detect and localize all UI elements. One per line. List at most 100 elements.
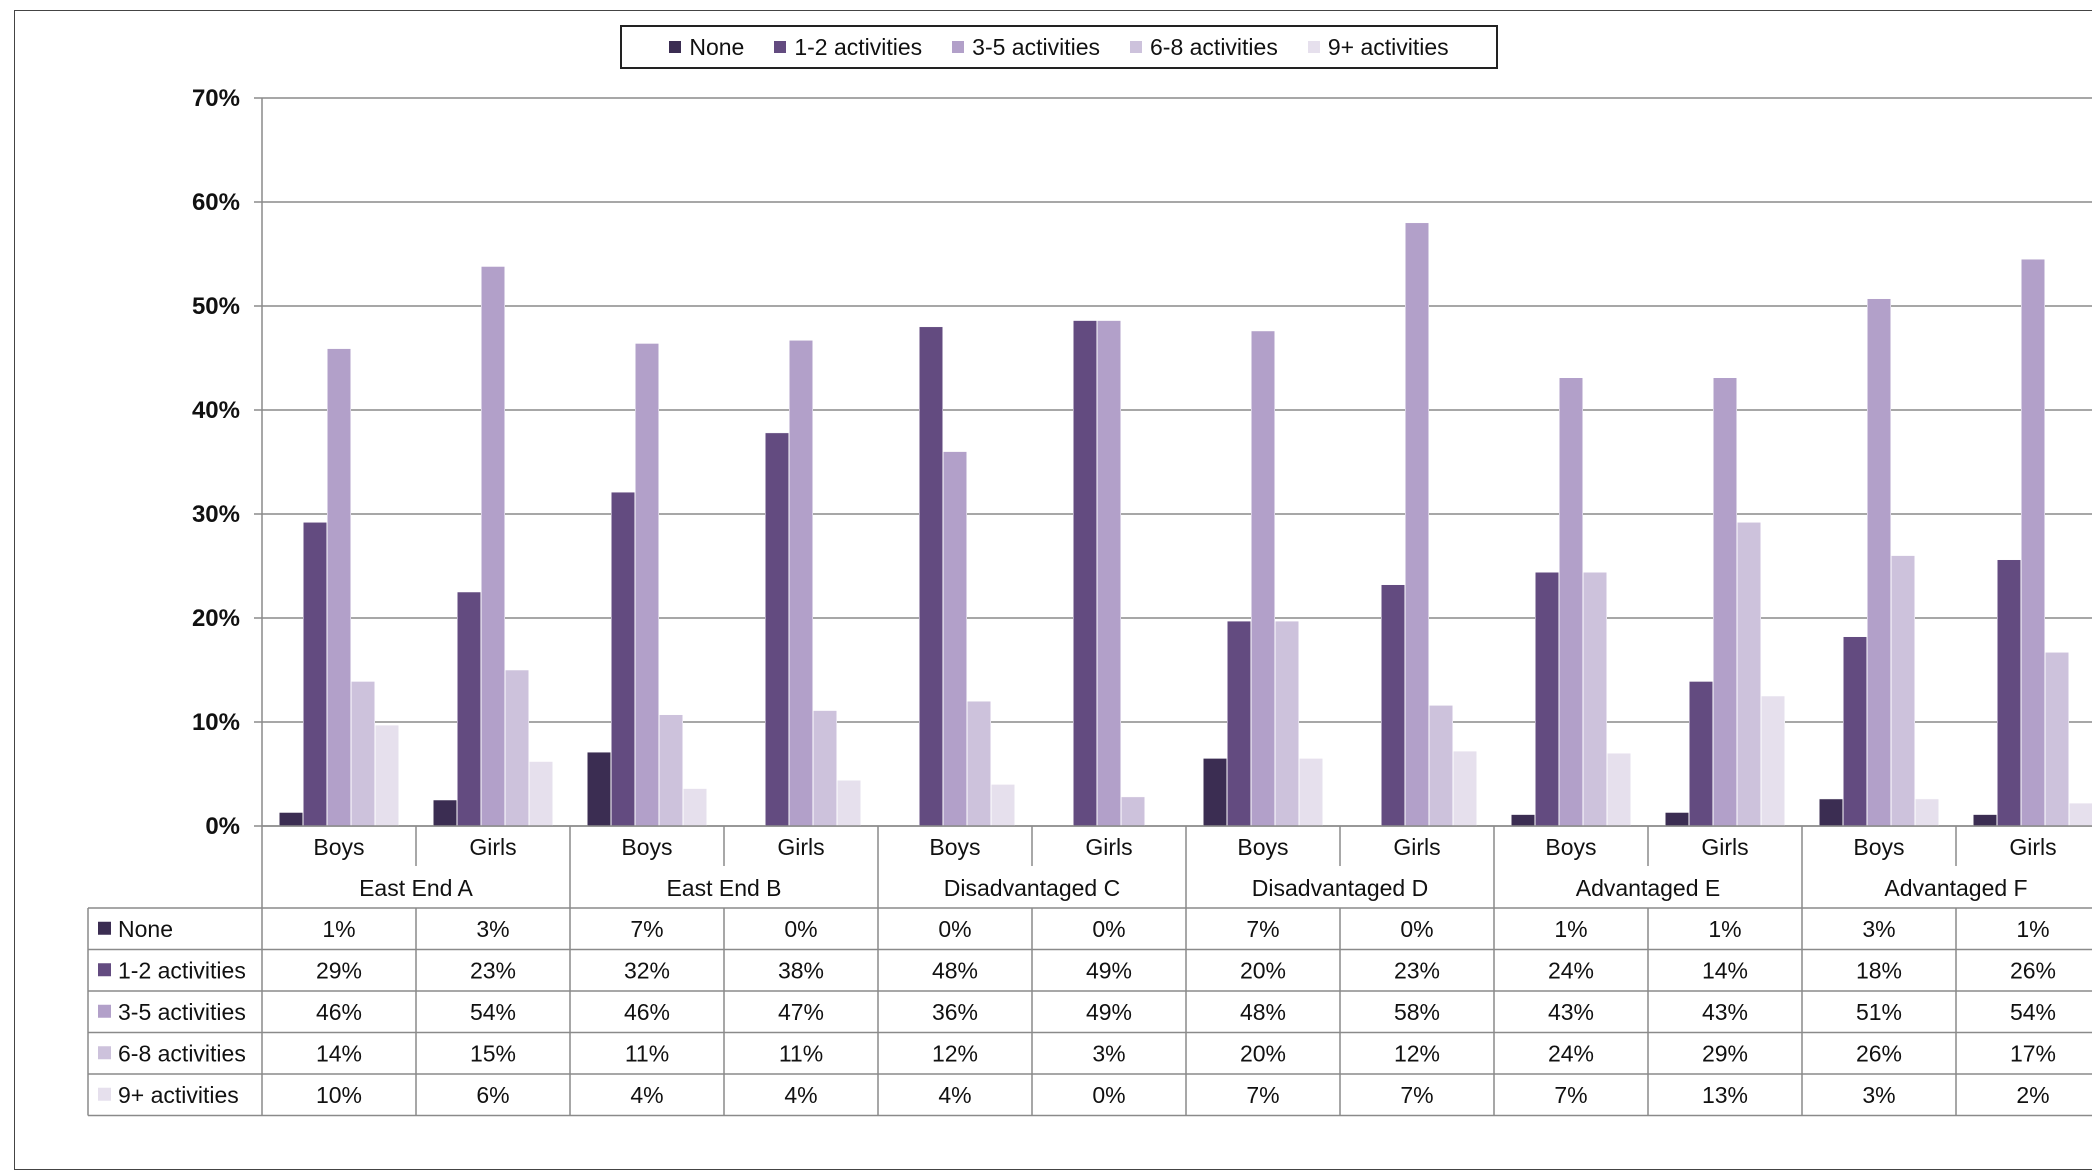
table-data-label: 6%	[476, 1082, 509, 1108]
table-data-label: 2%	[2016, 1082, 2049, 1108]
legend-swatch	[774, 41, 787, 53]
bar	[1761, 695, 1785, 827]
bar	[943, 451, 967, 827]
table-data-label: 54%	[470, 999, 516, 1025]
legend-item: 3-5 activities	[952, 34, 1100, 61]
y-tick-label: 50%	[192, 293, 240, 320]
table-data-label: 58%	[1394, 999, 1440, 1025]
legend-item: 1-2 activities	[774, 34, 922, 61]
table-data-label: 4%	[630, 1082, 663, 1108]
bar	[529, 761, 553, 827]
bar	[837, 779, 861, 827]
bar	[1737, 522, 1761, 827]
bar	[2021, 258, 2045, 827]
bar	[611, 491, 635, 827]
bar	[1915, 798, 1939, 827]
bar	[635, 343, 659, 827]
bar	[2045, 652, 2069, 827]
bar	[1713, 377, 1737, 827]
legend-item: None	[669, 34, 744, 61]
legend-swatch	[1307, 41, 1320, 53]
table-data-label: 0%	[1400, 916, 1433, 942]
table-series-swatch	[98, 921, 111, 935]
bar	[1073, 320, 1097, 827]
bar	[919, 326, 943, 827]
bar	[1867, 298, 1891, 827]
bar	[967, 700, 991, 827]
table-data-label: 7%	[1400, 1082, 1433, 1108]
bar	[303, 522, 327, 827]
bar	[1097, 320, 1121, 827]
table-data-label: 47%	[778, 999, 824, 1025]
bar	[481, 266, 505, 827]
table-data-label: 32%	[624, 958, 670, 984]
x-category-label: Boys	[929, 834, 980, 860]
legend-label: 6-8 activities	[1150, 33, 1278, 60]
bar	[1665, 812, 1689, 827]
legend-label: 1-2 activities	[794, 33, 923, 60]
table-data-label: 14%	[316, 1041, 362, 1067]
table-data-label: 49%	[1086, 999, 1132, 1025]
table-data-label: 46%	[316, 999, 362, 1025]
table-data-label: 7%	[1554, 1082, 1587, 1108]
bar	[1429, 705, 1453, 827]
bar	[2069, 802, 2092, 827]
legend-item: 6-8 activities	[1130, 34, 1278, 61]
table-data-label: 29%	[316, 958, 362, 984]
table-data-label: 0%	[784, 916, 817, 942]
table-data-label: 48%	[1240, 999, 1286, 1025]
table-data-label: 1%	[1708, 916, 1741, 942]
table-series-name: 6-8 activities	[118, 1041, 246, 1067]
x-category-label: Boys	[1237, 834, 1288, 860]
table-data-label: 38%	[778, 958, 824, 984]
table-data-label: 1%	[2016, 916, 2049, 942]
y-tick-label: 60%	[192, 189, 240, 216]
x-category-label: Boys	[1853, 834, 1904, 860]
table-data-label: 3%	[476, 916, 509, 942]
x-category-label: Girls	[1085, 834, 1132, 860]
bar	[375, 724, 399, 827]
table-data-label: 0%	[1092, 916, 1125, 942]
table-data-label: 10%	[316, 1082, 362, 1108]
table-data-label: 43%	[1702, 999, 1748, 1025]
table-series-name: 1-2 activities	[118, 958, 246, 984]
y-tick-label: 30%	[192, 501, 240, 528]
bar	[1843, 636, 1867, 827]
table-series-swatch	[98, 1046, 111, 1060]
x-group-label: Disadvantaged D	[1252, 875, 1428, 901]
bar	[505, 669, 529, 827]
x-category-label: Boys	[1545, 834, 1596, 860]
table-data-label: 24%	[1548, 1041, 1594, 1067]
legend: None 1-2 activities 3-5 activities 6-8 acti…	[620, 25, 1498, 69]
bar	[1121, 796, 1145, 827]
table-data-label: 3%	[1092, 1041, 1125, 1067]
bar	[1299, 758, 1323, 827]
bar	[659, 714, 683, 827]
bar	[1405, 222, 1429, 827]
table-data-label: 49%	[1086, 958, 1132, 984]
y-tick-label: 70%	[192, 85, 240, 112]
table-data-label: 20%	[1240, 1041, 1286, 1067]
legend-item: 9+ activities	[1307, 34, 1449, 61]
x-group-label: Disadvantaged C	[944, 875, 1120, 901]
bar	[1997, 559, 2021, 827]
legend-label: 3-5 activities	[972, 33, 1100, 60]
y-tick-label: 40%	[192, 397, 240, 424]
y-tick-label: 10%	[192, 709, 240, 736]
bar	[1535, 571, 1559, 827]
x-category-label: Girls	[2009, 834, 2056, 860]
bar	[1381, 584, 1405, 827]
table-data-label: 26%	[1856, 1041, 1902, 1067]
legend-swatch	[669, 41, 682, 53]
bar	[1689, 681, 1713, 827]
table-data-label: 4%	[938, 1082, 971, 1108]
bar	[683, 788, 707, 827]
chart-plot: 0% 10% 20% 30% 40% 50% 60% 70% Boys Girls Boys Girl…	[87, 85, 2092, 1117]
table-data-label: 48%	[932, 958, 978, 984]
table-data-label: 1%	[322, 916, 355, 942]
bar	[1891, 555, 1915, 827]
bar	[1559, 377, 1583, 827]
table-data-label: 13%	[1702, 1082, 1748, 1108]
x-category-label: Girls	[469, 834, 516, 860]
table-data-label: 7%	[630, 916, 663, 942]
